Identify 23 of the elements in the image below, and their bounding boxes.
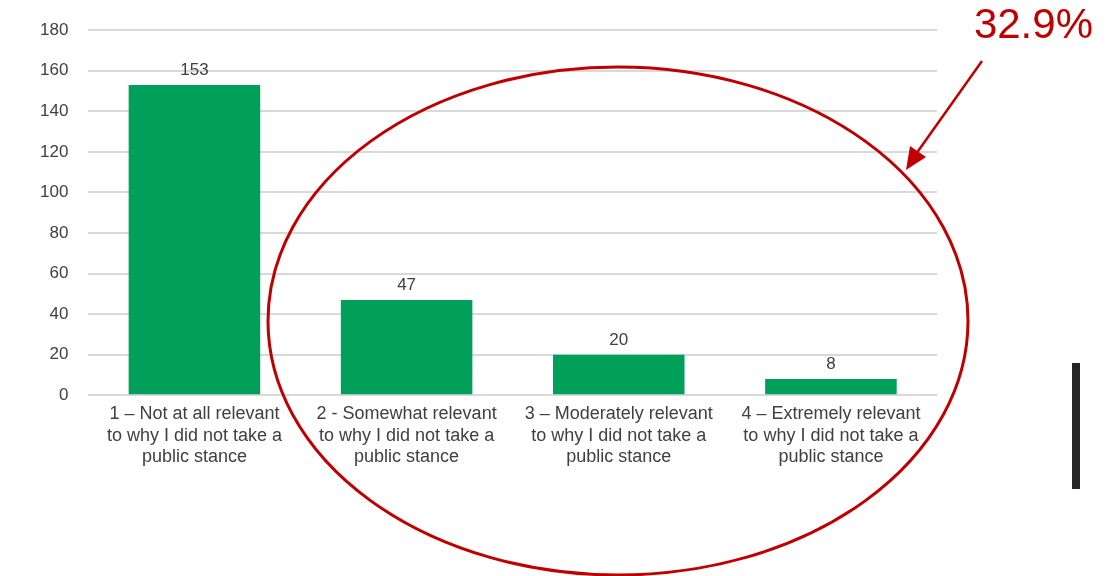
bar xyxy=(340,299,473,395)
y-tick-label: 60 xyxy=(49,263,69,283)
data-label: 153 xyxy=(180,60,209,80)
x-tick-label: 3 – Moderately relevant to why I did not take a public stance xyxy=(524,402,713,467)
y-tick-label: 120 xyxy=(39,141,69,161)
x-tick-label: 1 – Not at all relevant to why I did not take a public stance xyxy=(106,402,283,467)
x-tick-label: 2 - Somewhat relevant to why I did not take a public stance xyxy=(316,402,497,467)
bar xyxy=(765,378,897,395)
text: 32.9% xyxy=(973,0,1093,48)
y-tick-label: 140 xyxy=(39,101,69,120)
y-tick-label: 180 xyxy=(39,19,69,39)
data-label: 20 xyxy=(609,329,629,349)
bar xyxy=(128,84,261,395)
bar xyxy=(552,354,685,395)
y-tick-label: 100 xyxy=(39,182,69,202)
y-tick-label: 160 xyxy=(39,60,69,80)
data-label: 47 xyxy=(397,275,417,295)
y-tick-label: 80 xyxy=(49,222,69,242)
y-tick-label: 0 xyxy=(58,384,69,404)
y-tick-label: 20 xyxy=(49,344,69,364)
x-tick-label: 4 – Extremely relevant to why I did not take a public stance xyxy=(741,402,921,467)
y-tick-label: 40 xyxy=(49,303,69,323)
data-label: 8 xyxy=(826,354,836,374)
